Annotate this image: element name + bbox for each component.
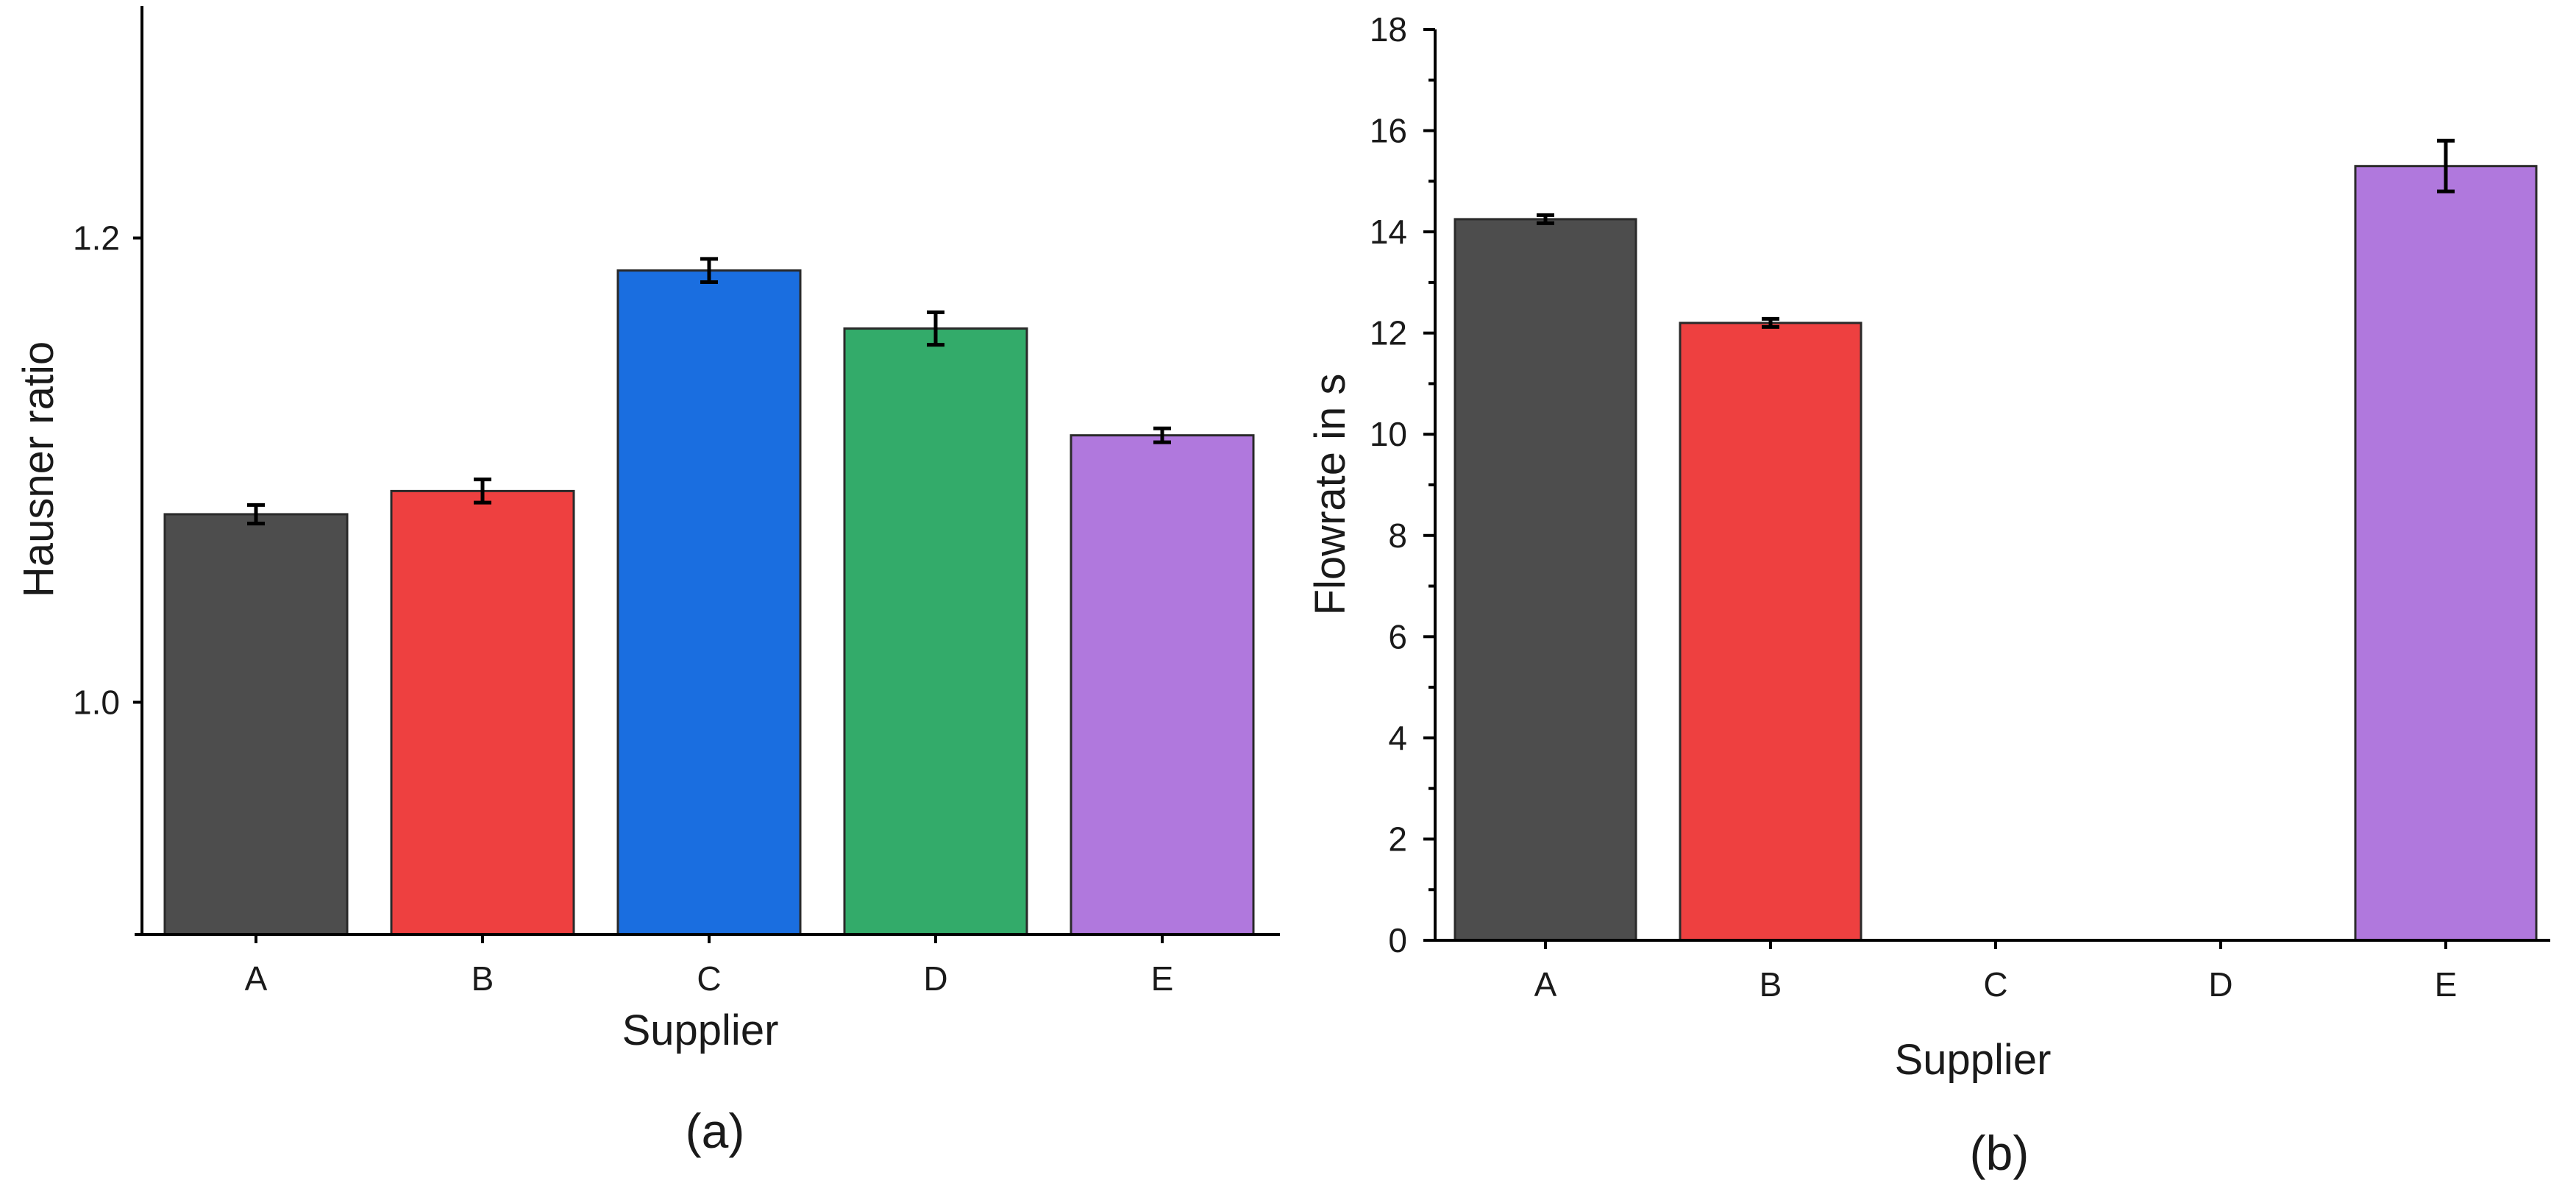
panel-a-x-ticks: A B C D E	[245, 934, 1174, 998]
error-bar-a	[247, 503, 265, 526]
error-bar-b	[1762, 316, 1779, 329]
y-tick-label: 1.2	[73, 219, 120, 258]
x-tick-label-b: B	[472, 959, 494, 998]
y-tick-label: 8	[1388, 516, 1407, 555]
error-bar-e	[2437, 138, 2455, 194]
panel-a-bars	[163, 269, 1255, 936]
panel-b-label: (b)	[1970, 1126, 2029, 1180]
y-tick-label: 4	[1388, 719, 1407, 757]
bar-e	[1070, 434, 1255, 936]
bar-d	[843, 327, 1028, 936]
x-tick-label-c: C	[1983, 965, 2007, 1004]
x-tick-label-e: E	[1151, 959, 1174, 998]
error-bar-c	[700, 257, 718, 284]
y-tick-label: 0	[1388, 921, 1407, 959]
bar-c	[616, 269, 802, 936]
y-tick-label: 14	[1370, 213, 1407, 251]
panel-a-y-axis-title: Hausner ratio	[15, 341, 63, 597]
error-bar-b	[474, 477, 491, 505]
panel-b-flowrate-chart: 0 2 4 6 8 10 12 14 16 18 A B C D E Flowrate in s Supp…	[1306, 10, 2550, 1180]
bar-a	[1454, 218, 1637, 942]
y-tick-label: 6	[1388, 617, 1407, 656]
panel-a-error-bars	[247, 257, 1171, 526]
bar-b	[1679, 322, 1862, 942]
y-tick-label: 16	[1370, 112, 1407, 150]
error-bar-e	[1153, 426, 1171, 444]
panel-b-y-axis-title: Flowrate in s	[1306, 374, 1354, 616]
panel-a-label: (a)	[686, 1104, 745, 1158]
panel-a-x-axis-title: Supplier	[622, 1006, 779, 1054]
x-tick-label-c: C	[697, 959, 721, 998]
x-tick-label-b: B	[1760, 965, 1782, 1004]
y-tick-label: 1.0	[73, 684, 120, 722]
bar-a	[163, 513, 349, 936]
x-tick-label-e: E	[2435, 965, 2458, 1004]
y-tick-label: 2	[1388, 820, 1407, 858]
panel-b-y-ticks: 0 2 4 6 8 10 12 14 16 18	[1370, 10, 1435, 959]
error-bar-a	[1537, 213, 1554, 225]
x-tick-label-d: D	[2208, 965, 2232, 1004]
bar-e	[2354, 165, 2538, 942]
bar-b	[390, 489, 575, 936]
panel-b-x-ticks: A B C D E	[1534, 940, 2458, 1004]
x-tick-label-d: D	[923, 959, 947, 998]
y-tick-label: 10	[1370, 415, 1407, 453]
y-tick-label: 18	[1370, 10, 1407, 49]
x-tick-label-a: A	[1534, 965, 1557, 1004]
x-tick-label-a: A	[245, 959, 268, 998]
panel-a-hausner-ratio-chart: 1.0 1.2 A B C D E Hausner ratio Supplier (a)	[15, 6, 1280, 1158]
panel-a-y-ticks: 1.0 1.2	[73, 219, 142, 936]
error-bar-d	[927, 310, 944, 347]
panel-b-error-bars	[1537, 138, 2455, 329]
y-tick-label: 12	[1370, 314, 1407, 352]
panel-b-bars	[1454, 165, 2538, 942]
panel-b-x-axis-title: Supplier	[1895, 1036, 2052, 1084]
